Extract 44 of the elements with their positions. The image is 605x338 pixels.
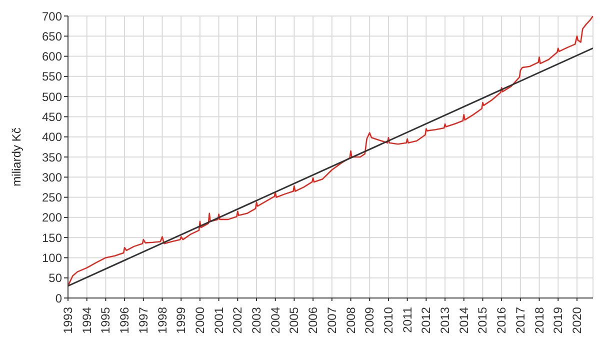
y-tick-label: 600	[42, 50, 62, 64]
x-tick-label: 2009	[362, 306, 377, 334]
x-tick-label: 2006	[306, 306, 320, 334]
y-tick-label: 450	[42, 110, 62, 124]
y-tick-label: 0	[55, 291, 62, 306]
x-tick-label: 1999	[174, 306, 188, 334]
y-tick-label: 150	[42, 230, 62, 245]
x-tick-label: 2019	[551, 306, 566, 334]
x-tick-label: 2011	[400, 306, 414, 333]
y-tick-label: 650	[42, 29, 62, 44]
x-tick-label: 1998	[155, 306, 170, 334]
x-tick-label: 1996	[118, 306, 132, 334]
x-tick-label: 2010	[381, 306, 396, 334]
y-tick-label: 200	[42, 210, 62, 225]
y-tick-label: 550	[42, 70, 62, 84]
y-tick-label: 100	[42, 250, 62, 265]
y-tick-label: 300	[42, 170, 62, 184]
x-tick-label: 2004	[268, 306, 282, 334]
x-tick-label: 1997	[136, 306, 150, 334]
x-tick-label: 2005	[287, 306, 302, 334]
x-tick-label: 1993	[61, 306, 75, 334]
x-tick-label: 2017	[513, 306, 528, 334]
x-tick-label: 1995	[98, 306, 113, 334]
y-tick-label: 350	[42, 150, 62, 164]
x-tick-label: 2013	[438, 306, 452, 334]
y-tick-label: 700	[42, 9, 62, 24]
y-tick-label: 250	[42, 190, 62, 205]
x-tick-label: 2000	[192, 306, 207, 334]
x-tick-label: 2020	[570, 306, 584, 334]
x-tick-label: 2018	[532, 306, 546, 334]
y-tick-label: 400	[42, 130, 62, 144]
x-tick-label: 2014	[456, 306, 471, 334]
x-tick-label: 2007	[324, 306, 339, 334]
y-tick-label: 50	[48, 271, 62, 286]
y-tick-label: 500	[42, 90, 62, 104]
y-axis-title: miliardy Kč	[9, 128, 24, 186]
x-tick-label: 2001	[212, 306, 226, 334]
x-tick-label: 2002	[230, 306, 245, 334]
x-tick-label: 2015	[476, 306, 490, 334]
x-tick-label: 2003	[250, 306, 264, 334]
x-tick-label: 2008	[344, 306, 358, 334]
x-tick-label: 2016	[494, 306, 509, 334]
x-tick-label: 1994	[80, 306, 94, 334]
x-tick-label: 2012	[419, 306, 434, 334]
